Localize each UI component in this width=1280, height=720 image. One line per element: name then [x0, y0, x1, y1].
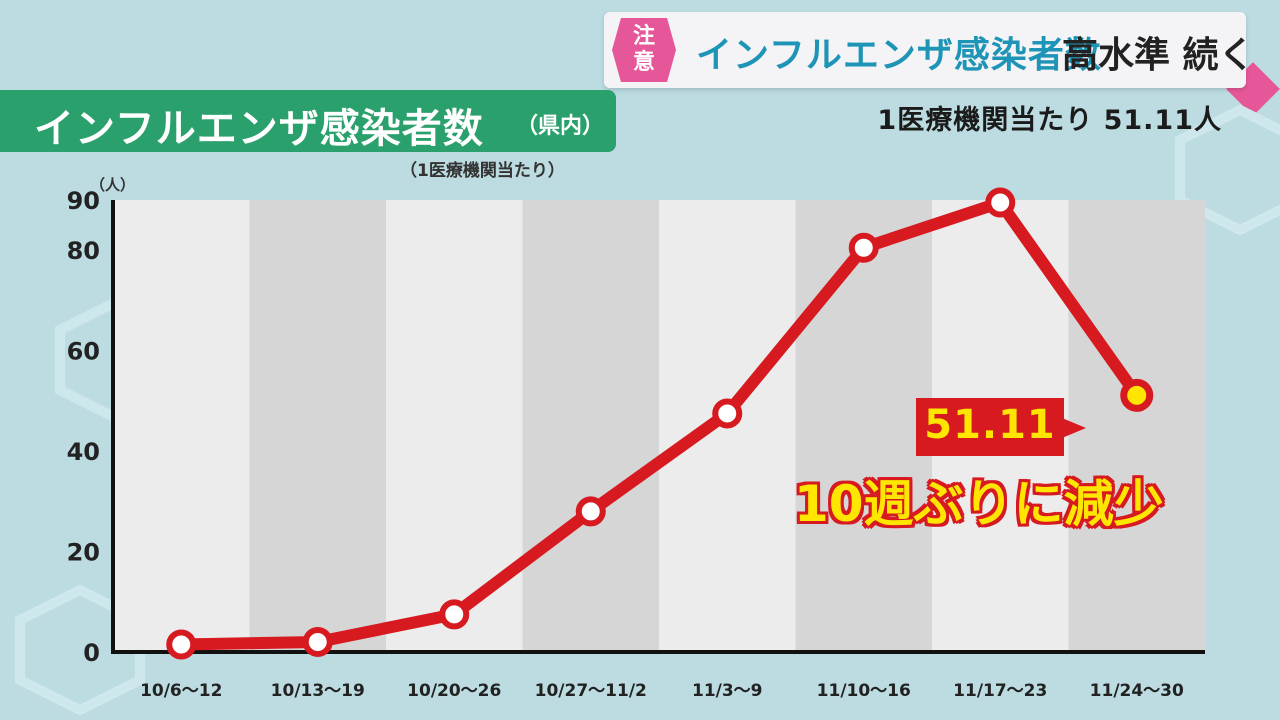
y-tick-label: 80	[67, 237, 100, 265]
chart-note: （1医療機関当たり）	[400, 161, 565, 181]
column-band	[1068, 200, 1205, 652]
x-tick-label: 11/17～23	[953, 681, 1047, 701]
y-tick-label: 40	[67, 438, 100, 466]
data-point	[848, 232, 879, 263]
latest-value-callout: 51.11	[916, 398, 1086, 456]
y-tick-label: 90	[67, 187, 100, 215]
y-axis-unit: （人）	[90, 176, 135, 194]
data-point	[985, 187, 1016, 218]
per-institution-figure: 1医療機関当たり 51.11人	[877, 105, 1222, 136]
data-point	[302, 626, 333, 657]
y-tick-label: 60	[67, 338, 100, 366]
column-band	[795, 200, 932, 652]
headline-banner: 注意 インフルエンザ感染者数 高水準 続く	[604, 12, 1280, 116]
column-band	[249, 200, 386, 652]
x-tick-label: 10/6～12	[140, 681, 222, 701]
x-tick-label: 10/13～19	[271, 681, 365, 701]
decrease-caption: 10週ぶりに減少	[794, 475, 1164, 533]
x-tick-label: 11/3～9	[692, 681, 763, 701]
x-tick-label: 11/10～16	[817, 681, 911, 701]
x-tick-label: 10/20～26	[407, 681, 501, 701]
latest-data-point	[1120, 378, 1154, 412]
y-tick-label: 20	[67, 539, 100, 567]
chart-title-plate: インフルエンザ感染者数 （県内）	[0, 90, 616, 152]
chart-title-suffix: （県内）	[516, 114, 605, 139]
column-band	[522, 200, 659, 652]
y-tick-label: 0	[83, 639, 100, 667]
data-point	[439, 599, 470, 630]
x-tick-label: 11/24～30	[1090, 681, 1184, 701]
data-point	[575, 496, 606, 527]
data-point	[166, 629, 197, 660]
caution-badge: 注意	[612, 18, 676, 82]
x-tick-label: 10/27～11/2	[535, 681, 647, 701]
banner-title-trend: 高水準 続く	[1062, 35, 1255, 76]
series-line	[175, 196, 1143, 651]
data-point	[712, 398, 743, 429]
latest-value-label: 51.11	[924, 402, 1056, 448]
chart-title: インフルエンザ感染者数	[34, 106, 484, 152]
column-band	[113, 200, 250, 652]
banner-title: インフルエンザ感染者数	[696, 35, 1102, 76]
